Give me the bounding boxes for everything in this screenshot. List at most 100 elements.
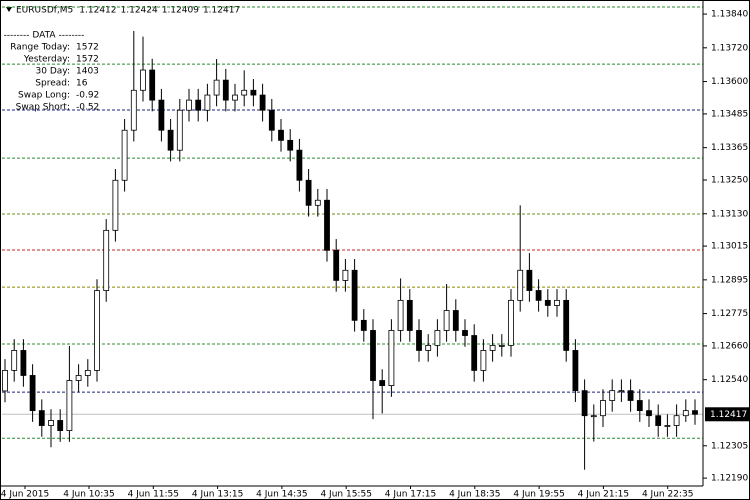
candle-body — [508, 299, 514, 346]
candle-body — [342, 269, 349, 281]
x-tick-label: 4 Jun 11:55 — [128, 490, 179, 500]
x-tick-label: 4 Jun 17:15 — [385, 490, 436, 500]
y-tick-label: 1.13130 — [711, 209, 748, 219]
candle-body — [278, 129, 284, 141]
candle-body — [443, 310, 450, 331]
y-tick-label: 1.13485 — [711, 109, 748, 119]
candle-body — [20, 350, 27, 376]
candle-body — [526, 269, 533, 291]
candle-body — [600, 400, 606, 417]
candle-body — [324, 199, 330, 251]
candle-body — [167, 129, 174, 151]
candle-body — [471, 335, 478, 371]
candle-body — [544, 299, 551, 306]
candle-body — [664, 425, 671, 427]
y-tick-label: 1.12190 — [711, 474, 748, 484]
candle-body — [636, 400, 643, 412]
y-tick-label: 1.12305 — [711, 441, 748, 451]
y-tick-label: 1.13250 — [711, 176, 748, 186]
candle-body — [370, 330, 376, 381]
candle-body — [29, 375, 36, 412]
candle-body — [287, 139, 294, 151]
symbol: EURUSDf,M5 — [16, 6, 73, 16]
candle-body — [673, 415, 680, 426]
x-tick-label: 4 Jun 19:55 — [513, 490, 564, 500]
candle-body — [57, 420, 64, 431]
candle-body — [241, 89, 248, 96]
candle-body — [103, 229, 110, 291]
candle-body — [305, 179, 312, 206]
candle-body — [618, 390, 625, 393]
candle-body — [2, 370, 8, 392]
panel-label: Range Today: — [10, 43, 70, 53]
y-tick-label: 1.12660 — [711, 341, 748, 351]
panel-value: -0.52 — [76, 103, 99, 113]
candle-body — [84, 370, 91, 376]
x-tick-label: 4 Jun 10:35 — [63, 490, 114, 500]
panel-value: 16 — [76, 79, 88, 89]
y-tick-label: 1.12775 — [711, 309, 748, 319]
candle-body — [397, 299, 404, 331]
candle-body — [176, 109, 183, 151]
candle-body — [609, 390, 616, 401]
candle-body — [498, 344, 505, 347]
panel-value: -0.92 — [76, 91, 99, 101]
candle-body — [388, 330, 395, 386]
quote: 1.12412 — [79, 6, 116, 16]
candle-body — [38, 410, 45, 426]
candle-body — [213, 79, 220, 96]
candle-body — [314, 199, 321, 206]
y-tick-label: 1.13365 — [711, 143, 748, 153]
candle-body — [11, 350, 18, 371]
quote: 1.12409 — [162, 6, 199, 16]
candle-body — [130, 89, 137, 131]
candle-body — [416, 330, 422, 351]
x-tick-label: 4 Jun 22:35 — [642, 490, 693, 500]
candle-body — [646, 410, 652, 417]
candle-body — [186, 99, 192, 111]
candle-body — [682, 410, 689, 417]
y-tick-label: 1.13015 — [711, 242, 748, 252]
candle-body — [94, 290, 100, 371]
candle-body — [452, 310, 459, 331]
candle-body — [563, 299, 570, 351]
candle-body — [222, 79, 229, 101]
y-tick-label: 1.12895 — [711, 275, 748, 285]
candle-body — [489, 344, 496, 351]
x-tick-label: 4 Jun 18:35 — [449, 490, 500, 500]
x-tick-label: 4 Jun 14:35 — [256, 490, 307, 500]
y-tick-label: 1.13840 — [711, 10, 748, 20]
x-tick-label: 4 Jun 2015 — [1, 490, 49, 500]
y-tick-label: 1.12540 — [711, 375, 748, 385]
candle-body — [572, 350, 579, 392]
candle-body — [554, 299, 560, 306]
candle-body — [425, 344, 432, 351]
candle-body — [121, 129, 128, 181]
candle-body — [517, 269, 524, 301]
candle-body — [232, 94, 238, 101]
panel-value: 1403 — [76, 67, 99, 77]
candle-body — [75, 375, 82, 381]
panel-label: Swap Long: — [18, 91, 70, 101]
candle-body — [360, 319, 367, 331]
candle-body — [351, 269, 358, 321]
panel-label: Spread: — [35, 79, 70, 89]
panel-title: -------- DATA -------- — [4, 31, 85, 41]
candle-body — [158, 99, 165, 131]
candle-body — [149, 69, 156, 101]
candle-body — [112, 179, 119, 231]
panel-value: 1572 — [76, 55, 99, 65]
candle-body — [655, 415, 662, 426]
x-tick-label: 4 Jun 21:15 — [578, 490, 629, 500]
quote: 1.12417 — [203, 6, 240, 16]
quote: 1.12424 — [121, 6, 158, 16]
candle-body — [333, 249, 340, 281]
candle-body — [462, 330, 468, 336]
candle-body — [406, 299, 413, 331]
candle-body — [379, 380, 386, 386]
candle-body — [590, 415, 597, 418]
candle-body — [250, 89, 257, 96]
candle-body — [535, 290, 542, 301]
candle-body — [204, 94, 211, 111]
